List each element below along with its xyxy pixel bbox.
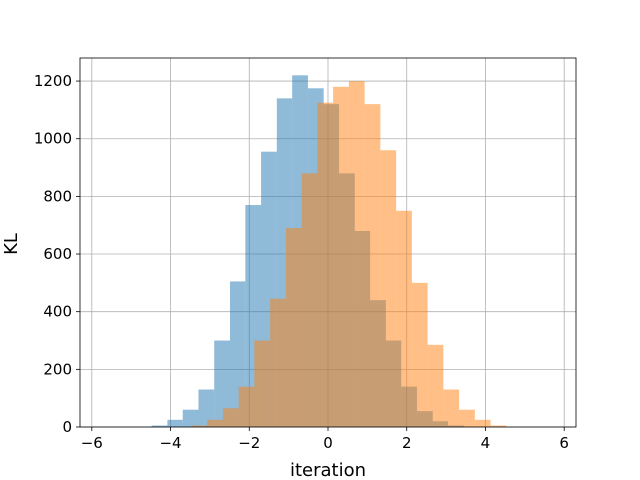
histogram-bar-series-1 [151, 425, 168, 427]
x-tick-label: −4 [159, 434, 181, 452]
bars-layer [151, 75, 507, 427]
x-tick-label: 4 [481, 434, 491, 452]
histogram-bar-series-2 [490, 425, 507, 427]
histogram-bar-series-1 [214, 340, 230, 427]
histogram-bar-series-2 [427, 344, 444, 427]
x-tick-label: 6 [559, 434, 569, 452]
histogram-bar-series-2 [270, 298, 286, 427]
histogram-bar-series-2 [191, 425, 208, 427]
y-tick-label: 600 [43, 245, 72, 263]
histogram-bar-series-2 [411, 282, 428, 427]
histogram-bar-series-2 [254, 340, 271, 427]
y-tick-label: 800 [43, 187, 72, 205]
y-tick-label: 1200 [34, 72, 72, 90]
histogram-bar-series-2 [348, 81, 365, 427]
y-tick-label: 400 [43, 303, 72, 321]
x-tick-label: 0 [323, 434, 333, 452]
x-tick-label: 2 [402, 434, 412, 452]
y-tick-label: 0 [62, 418, 72, 436]
histogram-bar-series-2 [333, 86, 349, 427]
histogram-bar-series-2 [459, 409, 475, 427]
y-tick-label: 200 [43, 360, 72, 378]
y-tick-label: 1000 [34, 130, 72, 148]
histogram-bar-series-2 [396, 210, 412, 427]
histogram-bar-series-2 [380, 150, 397, 427]
histogram-bar-series-2 [207, 419, 223, 427]
histogram-bar-series-2 [474, 419, 491, 427]
histogram-bar-series-2 [317, 102, 334, 427]
axes-layer: −6 −4 −2 0 2 4 6 0 200 400 600 800 1000 1200 [34, 57, 577, 452]
histogram-bar-series-1 [167, 419, 183, 427]
y-axis-label: KL [1, 233, 22, 255]
histogram-bar-series-1 [182, 409, 199, 427]
histogram-bar-series-2 [443, 389, 460, 427]
x-axis-label: iteration [290, 460, 366, 480]
histogram-bar-series-2 [364, 104, 381, 427]
histogram-bar-series-2 [301, 173, 318, 427]
histogram-bar-series-2 [238, 386, 255, 427]
histogram-bar-series-2 [285, 228, 302, 427]
x-tick-label: −2 [238, 434, 260, 452]
histogram-bar-series-2 [222, 408, 239, 427]
x-tick-label: −6 [81, 434, 103, 452]
histogram-bar-series-1 [198, 389, 215, 427]
